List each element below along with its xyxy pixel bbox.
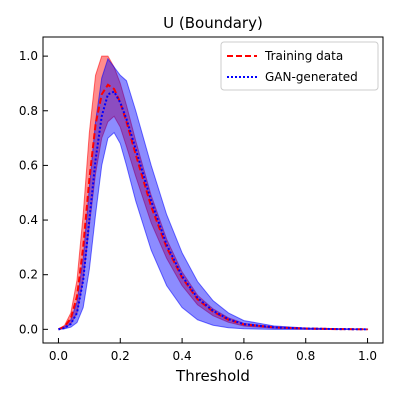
legend-box	[220, 41, 379, 91]
x-tick-label: 1.0	[358, 349, 377, 363]
x-tick-label: 0.8	[296, 349, 315, 363]
chart-title: U (Boundary)	[163, 14, 263, 32]
y-axis-ticks: 0.0 0.2 0.4 0.6 0.8 1.0	[19, 49, 48, 336]
uncertainty-bands	[58, 55, 369, 330]
plot-frame	[42, 36, 384, 344]
x-tick-label: 0.4	[173, 349, 192, 363]
x-axis-ticks: 0.0 0.2 0.4 0.6 0.8 1.0	[49, 338, 377, 363]
y-tick-label: 0.0	[19, 322, 38, 336]
band-gan-generated	[58, 57, 369, 330]
line-gan-generated	[58, 90, 368, 331]
y-tick-label: 1.0	[19, 49, 38, 63]
x-tick-label: 0.6	[234, 349, 253, 363]
y-tick-label: 0.2	[19, 268, 38, 282]
line-training-data	[58, 83, 368, 331]
series-lines	[58, 83, 368, 331]
legend-label-training-data: Training data	[264, 49, 343, 63]
y-tick-label: 0.4	[19, 213, 38, 227]
y-tick-label: 0.8	[19, 104, 38, 118]
legend: Training data GAN-generated	[220, 41, 379, 91]
y-tick-label: 0.6	[19, 158, 38, 172]
x-axis-label: Threshold	[175, 367, 250, 385]
legend-label-gan-generated: GAN-generated	[265, 70, 358, 84]
x-tick-label: 0.0	[49, 349, 68, 363]
x-tick-label: 0.2	[111, 349, 130, 363]
